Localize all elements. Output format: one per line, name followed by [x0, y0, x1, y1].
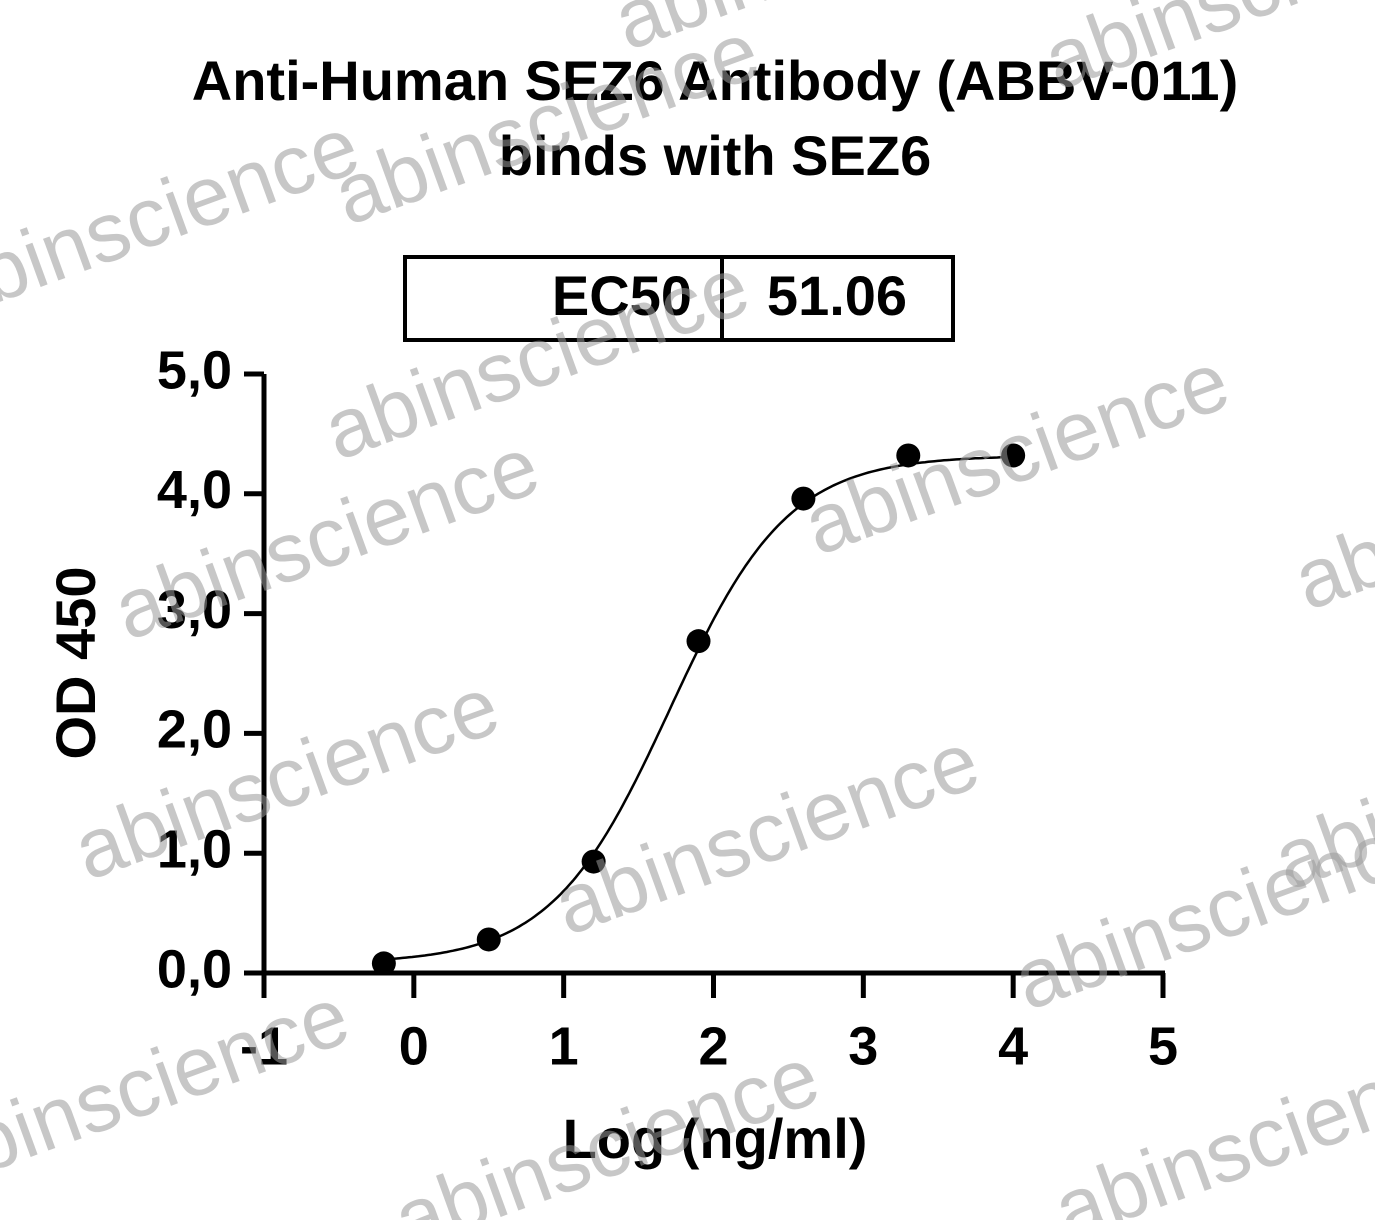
- data-point: [1001, 443, 1026, 468]
- x-tick-label: 3: [848, 1016, 878, 1076]
- chart-subtitle: binds with SEZ6: [499, 124, 931, 187]
- y-tick-label: 3,0: [157, 580, 232, 640]
- ec50-label: EC50: [552, 264, 692, 327]
- data-point: [371, 951, 396, 976]
- watermark: abinscience: [0, 98, 371, 338]
- data-point: [686, 629, 711, 654]
- x-tick-label: -1: [240, 1016, 288, 1076]
- watermark: abinscience: [382, 1028, 831, 1220]
- watermark: abinscience: [1282, 388, 1375, 628]
- watermark: abinscience: [102, 418, 551, 658]
- y-axis-title: OD 450: [44, 567, 107, 760]
- watermark: abinscience: [0, 968, 361, 1208]
- data-point: [581, 849, 606, 874]
- data-point: [476, 927, 501, 952]
- data-point: [896, 443, 921, 468]
- y-tick-label: 5,0: [157, 340, 232, 400]
- y-tick-label: 1,0: [157, 819, 232, 879]
- y-tick-label: 4,0: [157, 460, 232, 520]
- watermark: abinscience: [62, 658, 511, 898]
- x-tick-label: 1: [549, 1016, 579, 1076]
- x-tick-label: 5: [1148, 1016, 1178, 1076]
- x-tick-label: 0: [399, 1016, 429, 1076]
- y-tick-label: 0,0: [157, 939, 232, 999]
- chart-title: Anti-Human SEZ6 Antibody (ABBV-011): [192, 49, 1238, 112]
- y-tick-label: 2,0: [157, 700, 232, 760]
- watermark: abinscience: [1042, 1018, 1375, 1220]
- x-tick-label: 4: [998, 1016, 1028, 1076]
- watermark: abinscience: [312, 238, 761, 478]
- x-tick-label: 2: [698, 1016, 728, 1076]
- watermark: abinscience: [792, 333, 1241, 573]
- ec50-box: [403, 255, 955, 342]
- watermark: abinscience: [542, 713, 991, 953]
- x-axis-title: Log (ng/ml): [563, 1107, 868, 1170]
- ec50-value: 51.06: [767, 264, 907, 327]
- data-point: [791, 486, 816, 511]
